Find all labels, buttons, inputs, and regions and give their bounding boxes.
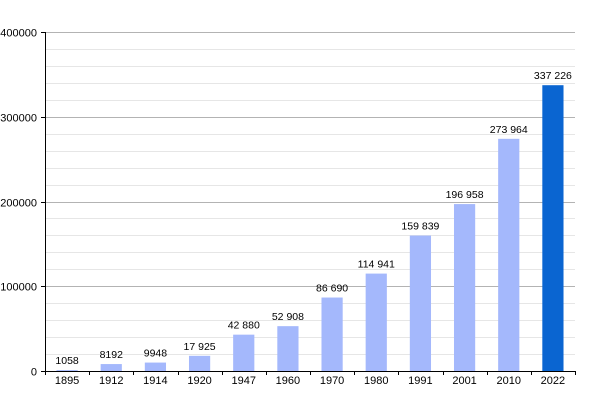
x-tick-label-1960: 1960: [276, 375, 300, 387]
data-label-2010: 273 964: [490, 124, 528, 136]
x-axis-tick-labels: 1895 1912 1914 1920 1947 1960 1970 1980 1991 2001…: [55, 375, 565, 387]
y-tick-label: 200000: [0, 198, 37, 210]
x-tick-label-2022: 2022: [541, 375, 565, 387]
data-label-1960: 52 908: [272, 311, 304, 323]
bar-1912: [100, 364, 122, 371]
bar-2022: [542, 85, 564, 372]
x-tick-label-1914: 1914: [143, 375, 167, 387]
y-tick-label: 300000: [0, 113, 37, 125]
data-labels: 1058 8192 9948 17 925 42 880 52 908 86 690 114 …: [55, 70, 572, 367]
y-tick-label: 0: [31, 367, 37, 379]
bar-1947: [233, 334, 255, 371]
data-label-1895: 1058: [55, 355, 79, 367]
data-label-1970: 86 690: [316, 283, 348, 295]
bar-1895: [56, 370, 78, 371]
data-label-1947: 42 880: [228, 320, 260, 332]
x-tick-label-1920: 1920: [187, 375, 211, 387]
axes: [41, 32, 576, 375]
bar-1980: [365, 273, 387, 371]
x-tick-label-1895: 1895: [55, 375, 79, 387]
x-tick-label-1980: 1980: [364, 375, 388, 387]
x-tick-label-1947: 1947: [232, 375, 256, 387]
bar-1914: [144, 362, 167, 371]
y-axis-tick-labels: 0 100000 200000 300000 400000: [0, 28, 37, 379]
bar-1970: [321, 297, 343, 371]
x-tick-label-1991: 1991: [408, 375, 432, 387]
data-label-2001: 196 958: [446, 189, 484, 201]
data-label-1914: 9948: [144, 348, 168, 360]
y-tick-label: 100000: [0, 282, 37, 294]
y-tick-label: 400000: [0, 28, 37, 40]
grid-lines: [45, 32, 575, 355]
bar-1960: [277, 326, 299, 371]
data-label-1912: 8192: [100, 349, 124, 361]
bar-1991: [409, 235, 432, 371]
x-tick-label-1912: 1912: [99, 375, 123, 387]
x-tick-label-1970: 1970: [320, 375, 344, 387]
x-tick-label-2001: 2001: [452, 375, 476, 387]
bar-2001: [453, 204, 476, 371]
bar-1920: [188, 355, 211, 371]
data-label-2022: 337 226: [534, 70, 572, 82]
x-tick-label-2010: 2010: [497, 375, 521, 387]
data-label-1980: 114 941: [358, 259, 395, 271]
data-label-1991: 159 839: [401, 221, 439, 233]
bars: [56, 85, 564, 372]
bar-2010: [498, 138, 520, 371]
data-label-1920: 17 925: [184, 341, 216, 353]
